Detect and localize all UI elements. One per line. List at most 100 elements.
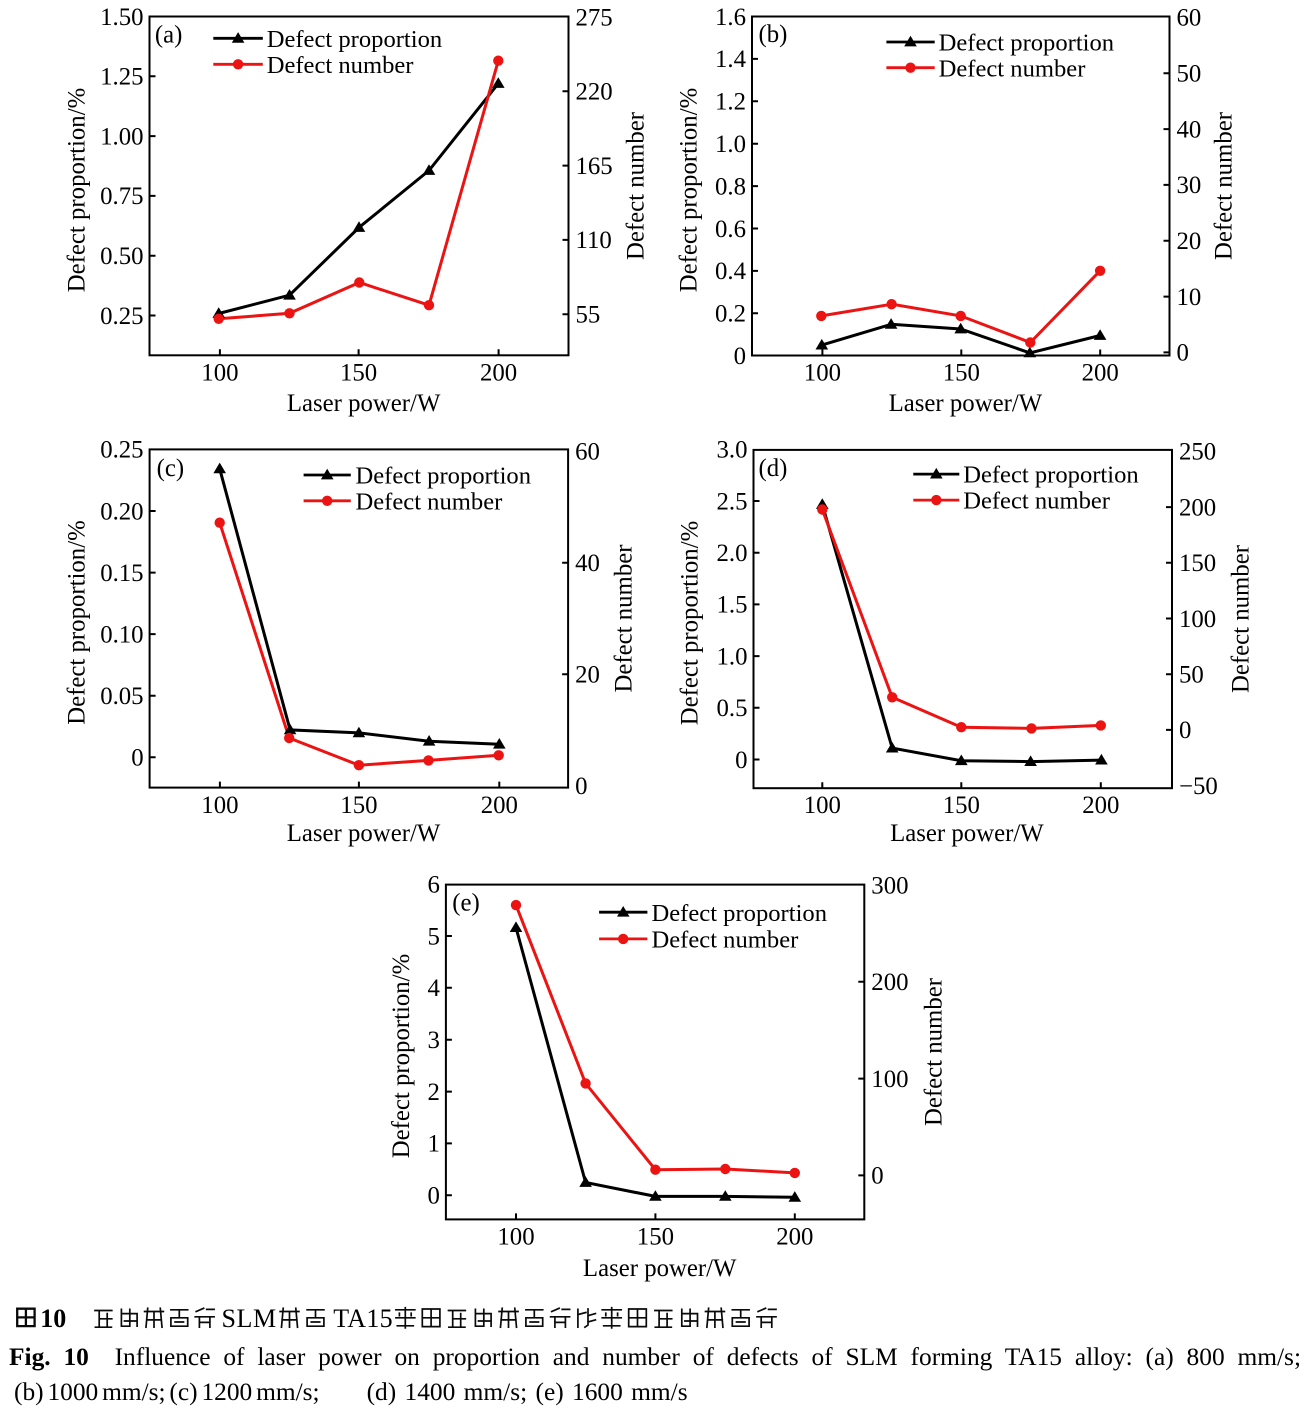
svg-text:150: 150 bbox=[1179, 550, 1216, 577]
svg-text:Defect number: Defect number bbox=[963, 488, 1110, 515]
svg-text:0: 0 bbox=[1179, 717, 1191, 744]
svg-text:Defect proportion: Defect proportion bbox=[652, 900, 828, 927]
svg-text:0: 0 bbox=[734, 343, 746, 370]
svg-text:60: 60 bbox=[575, 439, 600, 466]
svg-text:2.5: 2.5 bbox=[717, 488, 748, 515]
svg-text:(c): (c) bbox=[157, 455, 185, 482]
svg-text:40: 40 bbox=[575, 550, 600, 577]
svg-text:Laser power/W: Laser power/W bbox=[583, 1255, 737, 1282]
svg-text:Defect number: Defect number bbox=[622, 111, 649, 260]
svg-text:Defect number: Defect number bbox=[920, 977, 947, 1126]
svg-text:Defect proportion/%: Defect proportion/% bbox=[388, 954, 415, 1159]
svg-text:Defect proportion: Defect proportion bbox=[939, 30, 1115, 57]
svg-text:Defect proportion/%: Defect proportion/% bbox=[677, 521, 704, 726]
svg-text:150: 150 bbox=[340, 792, 377, 819]
svg-text:55: 55 bbox=[576, 302, 601, 329]
svg-text:Defect proportion/%: Defect proportion/% bbox=[676, 88, 703, 293]
svg-text:200: 200 bbox=[480, 360, 517, 387]
svg-text:0: 0 bbox=[1177, 340, 1189, 367]
svg-text:2: 2 bbox=[427, 1079, 439, 1106]
svg-text:100: 100 bbox=[804, 792, 841, 819]
svg-text:Defect number: Defect number bbox=[356, 488, 503, 515]
svg-text:100: 100 bbox=[497, 1224, 534, 1251]
svg-text:0.8: 0.8 bbox=[715, 173, 746, 200]
svg-text:0: 0 bbox=[427, 1183, 439, 1210]
svg-text:Defect proportion/%: Defect proportion/% bbox=[64, 520, 91, 725]
svg-text:Defect proportion/%: Defect proportion/% bbox=[64, 88, 91, 293]
svg-text:1.6: 1.6 bbox=[715, 4, 746, 31]
svg-text:6: 6 bbox=[427, 871, 439, 898]
svg-text:10: 10 bbox=[1177, 284, 1202, 311]
svg-text:100: 100 bbox=[1179, 606, 1216, 633]
svg-text:0.6: 0.6 bbox=[715, 216, 746, 243]
svg-text:Laser power/W: Laser power/W bbox=[890, 820, 1044, 847]
svg-text:10: 10 bbox=[40, 1304, 66, 1333]
svg-text:1.0: 1.0 bbox=[715, 131, 746, 158]
svg-text:150: 150 bbox=[943, 792, 980, 819]
svg-text:1.25: 1.25 bbox=[100, 64, 143, 91]
svg-text:200: 200 bbox=[776, 1224, 813, 1251]
svg-text:−50: −50 bbox=[1179, 773, 1218, 800]
svg-text:Defect number: Defect number bbox=[652, 927, 799, 954]
svg-text:0: 0 bbox=[871, 1163, 883, 1190]
svg-text:Laser power/W: Laser power/W bbox=[287, 820, 441, 847]
svg-text:20: 20 bbox=[1177, 228, 1202, 255]
svg-text:1.4: 1.4 bbox=[715, 46, 747, 73]
svg-text:0.2: 0.2 bbox=[715, 301, 746, 328]
svg-text:Defect proportion: Defect proportion bbox=[356, 463, 532, 490]
svg-text:50: 50 bbox=[1179, 662, 1204, 689]
svg-text:0.20: 0.20 bbox=[100, 498, 143, 525]
svg-text:0.4: 0.4 bbox=[715, 258, 747, 285]
svg-text:0.10: 0.10 bbox=[100, 621, 143, 648]
svg-text:200: 200 bbox=[1179, 494, 1216, 521]
svg-text:0.50: 0.50 bbox=[100, 243, 143, 270]
svg-text:100: 100 bbox=[201, 792, 238, 819]
svg-text:Defect proportion: Defect proportion bbox=[963, 462, 1139, 489]
svg-text:1.50: 1.50 bbox=[100, 4, 143, 31]
svg-text:220: 220 bbox=[576, 79, 613, 106]
svg-text:(a): (a) bbox=[155, 22, 183, 49]
svg-text:40: 40 bbox=[1177, 116, 1202, 143]
svg-text:2.0: 2.0 bbox=[717, 540, 748, 567]
svg-text:1.2: 1.2 bbox=[715, 89, 746, 116]
svg-text:1: 1 bbox=[427, 1131, 439, 1158]
svg-text:TA15: TA15 bbox=[333, 1304, 393, 1333]
svg-text:0.25: 0.25 bbox=[100, 437, 143, 464]
svg-text:Defect number: Defect number bbox=[939, 55, 1086, 82]
svg-text:275: 275 bbox=[576, 5, 613, 32]
svg-text:110: 110 bbox=[576, 227, 612, 254]
svg-text:300: 300 bbox=[871, 872, 908, 899]
svg-text:Laser power/W: Laser power/W bbox=[287, 390, 441, 417]
svg-text:SLM: SLM bbox=[222, 1304, 277, 1333]
svg-text:0: 0 bbox=[735, 747, 747, 774]
svg-text:165: 165 bbox=[576, 153, 613, 180]
svg-text:0.5: 0.5 bbox=[717, 695, 748, 722]
svg-text:0.15: 0.15 bbox=[100, 560, 143, 587]
svg-text:3: 3 bbox=[427, 1027, 439, 1054]
svg-text:(e): (e) bbox=[452, 890, 480, 917]
svg-text:100: 100 bbox=[201, 360, 238, 387]
svg-text:1.0: 1.0 bbox=[717, 643, 748, 670]
svg-text:0.25: 0.25 bbox=[100, 303, 143, 330]
svg-text:50: 50 bbox=[1177, 61, 1202, 88]
svg-text:250: 250 bbox=[1179, 439, 1216, 466]
svg-text:150: 150 bbox=[637, 1224, 674, 1251]
svg-text:(b): (b) bbox=[759, 21, 788, 48]
svg-text:Defect proportion: Defect proportion bbox=[267, 26, 443, 53]
svg-text:100: 100 bbox=[871, 1066, 908, 1093]
svg-text:1.5: 1.5 bbox=[717, 592, 748, 619]
svg-text:0.75: 0.75 bbox=[100, 183, 143, 210]
svg-text:30: 30 bbox=[1177, 172, 1202, 199]
svg-text:200: 200 bbox=[481, 792, 518, 819]
svg-text:Defect number: Defect number bbox=[1210, 111, 1237, 260]
svg-text:150: 150 bbox=[340, 360, 377, 387]
svg-text:0: 0 bbox=[131, 745, 143, 772]
svg-text:5: 5 bbox=[427, 923, 439, 950]
svg-text:Defect number: Defect number bbox=[1228, 544, 1255, 693]
svg-text:0.05: 0.05 bbox=[100, 683, 143, 710]
svg-text:20: 20 bbox=[575, 662, 600, 689]
svg-text:60: 60 bbox=[1177, 5, 1202, 32]
svg-text:200: 200 bbox=[871, 969, 908, 996]
svg-text:1.00: 1.00 bbox=[100, 123, 143, 150]
svg-text:200: 200 bbox=[1082, 792, 1119, 819]
